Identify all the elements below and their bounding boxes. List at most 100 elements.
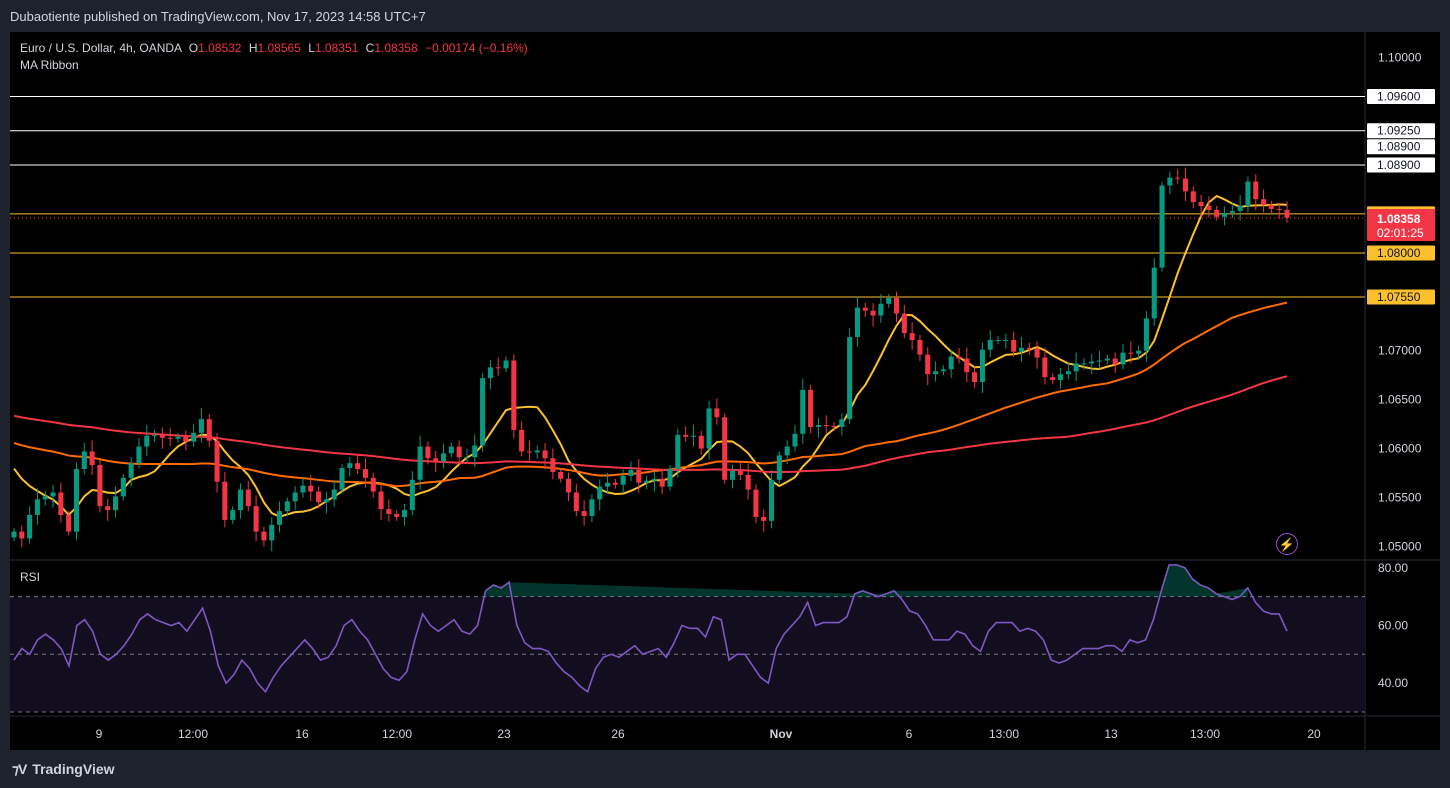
candle bbox=[198, 408, 204, 443]
candle bbox=[948, 350, 954, 378]
candle-body bbox=[1057, 374, 1064, 381]
candle-body bbox=[753, 489, 759, 517]
candle bbox=[1104, 354, 1110, 365]
candle bbox=[995, 336, 1001, 344]
candle-body bbox=[222, 481, 228, 520]
candle bbox=[1112, 352, 1118, 374]
candle-body bbox=[128, 463, 134, 478]
candle-body bbox=[776, 455, 782, 480]
candle bbox=[206, 414, 212, 447]
candle-body bbox=[1050, 377, 1056, 381]
close-value: 1.08358 bbox=[374, 41, 418, 55]
candle-body bbox=[1198, 202, 1204, 207]
candle-body bbox=[1175, 177, 1181, 179]
candle-body bbox=[503, 360, 509, 369]
candle-body bbox=[784, 446, 790, 456]
candle-body bbox=[1136, 350, 1142, 354]
candle-body bbox=[472, 445, 478, 458]
time-tick-label: Nov bbox=[770, 727, 793, 741]
candle bbox=[839, 412, 845, 436]
candle bbox=[159, 427, 165, 449]
candle-body bbox=[292, 492, 298, 502]
candle bbox=[11, 527, 17, 542]
candle bbox=[42, 491, 48, 506]
candle bbox=[729, 464, 736, 489]
candle bbox=[331, 479, 337, 507]
level-label-bg bbox=[1367, 157, 1435, 173]
candle-body bbox=[456, 446, 462, 458]
candle-body bbox=[136, 446, 142, 464]
candle-body bbox=[441, 453, 447, 462]
candle-body bbox=[1097, 360, 1103, 362]
candle bbox=[690, 424, 696, 447]
candle bbox=[1167, 171, 1173, 195]
candle bbox=[597, 479, 603, 511]
candle bbox=[925, 347, 931, 386]
candle-body bbox=[386, 509, 392, 515]
candle-body bbox=[433, 458, 439, 462]
indicator-legend[interactable]: MA Ribbon bbox=[20, 58, 79, 72]
candle bbox=[550, 448, 556, 480]
price-tick-label: 1.10000 bbox=[1378, 50, 1422, 64]
candle-body bbox=[89, 451, 95, 466]
candle bbox=[120, 473, 126, 501]
candle bbox=[940, 365, 946, 376]
candle-body bbox=[605, 482, 611, 487]
candle bbox=[81, 442, 87, 475]
level-label: 1.08900 bbox=[1377, 158, 1421, 172]
candle bbox=[58, 482, 64, 523]
candle-body bbox=[97, 465, 103, 507]
candle bbox=[1261, 189, 1267, 213]
candle bbox=[1026, 342, 1032, 356]
candle bbox=[230, 506, 236, 524]
candle-body bbox=[862, 307, 868, 311]
candle bbox=[511, 354, 517, 439]
candle bbox=[347, 456, 353, 477]
candle bbox=[565, 472, 572, 502]
candle-body bbox=[34, 499, 40, 515]
candle-body bbox=[1284, 209, 1290, 218]
candle-body bbox=[636, 470, 642, 483]
candle-body bbox=[995, 339, 1001, 341]
candle bbox=[581, 500, 587, 526]
level-label: 1.08900 bbox=[1377, 140, 1421, 154]
candle-body bbox=[729, 470, 736, 480]
candle-body bbox=[1221, 212, 1228, 217]
candle-body bbox=[253, 506, 259, 532]
rsi-tick-label: 40.00 bbox=[1378, 676, 1408, 690]
level-label-bg bbox=[1367, 139, 1435, 155]
candle-body bbox=[495, 367, 501, 369]
ma-slow-line bbox=[13, 375, 1288, 473]
candle-body bbox=[409, 479, 415, 511]
candle bbox=[815, 417, 821, 438]
rsi-legend[interactable]: RSI bbox=[20, 570, 41, 584]
candle bbox=[558, 468, 564, 483]
candle-body bbox=[1190, 191, 1196, 203]
footer: ⁊V TradingView bbox=[0, 750, 1450, 788]
candle-body bbox=[526, 451, 532, 453]
candle-body bbox=[644, 480, 650, 483]
candle bbox=[589, 494, 595, 523]
candle-body bbox=[308, 485, 314, 492]
candle bbox=[1159, 181, 1165, 272]
symbol-legend: Euro / U.S. Dollar, 4h, OANDA O1.08532 H… bbox=[20, 40, 528, 57]
price-tick-label: 1.05500 bbox=[1378, 490, 1422, 504]
candle bbox=[1253, 174, 1259, 211]
candle-body bbox=[550, 458, 556, 472]
candle-body bbox=[66, 514, 72, 532]
candle-body bbox=[214, 440, 220, 482]
brand-name: TradingView bbox=[32, 761, 115, 777]
candle-body bbox=[417, 446, 423, 480]
tradingview-logo-icon: ⁊V bbox=[12, 761, 27, 777]
candle bbox=[659, 469, 665, 495]
candle-body bbox=[50, 492, 56, 497]
candle-body bbox=[1245, 181, 1251, 207]
high-label: H bbox=[248, 41, 258, 55]
candle bbox=[237, 483, 244, 519]
lightning-icon[interactable]: ⚡ bbox=[1276, 533, 1298, 555]
candle-body bbox=[355, 463, 361, 470]
candle bbox=[1229, 202, 1235, 218]
open-value: 1.08532 bbox=[198, 41, 242, 55]
candle-body bbox=[464, 457, 470, 459]
